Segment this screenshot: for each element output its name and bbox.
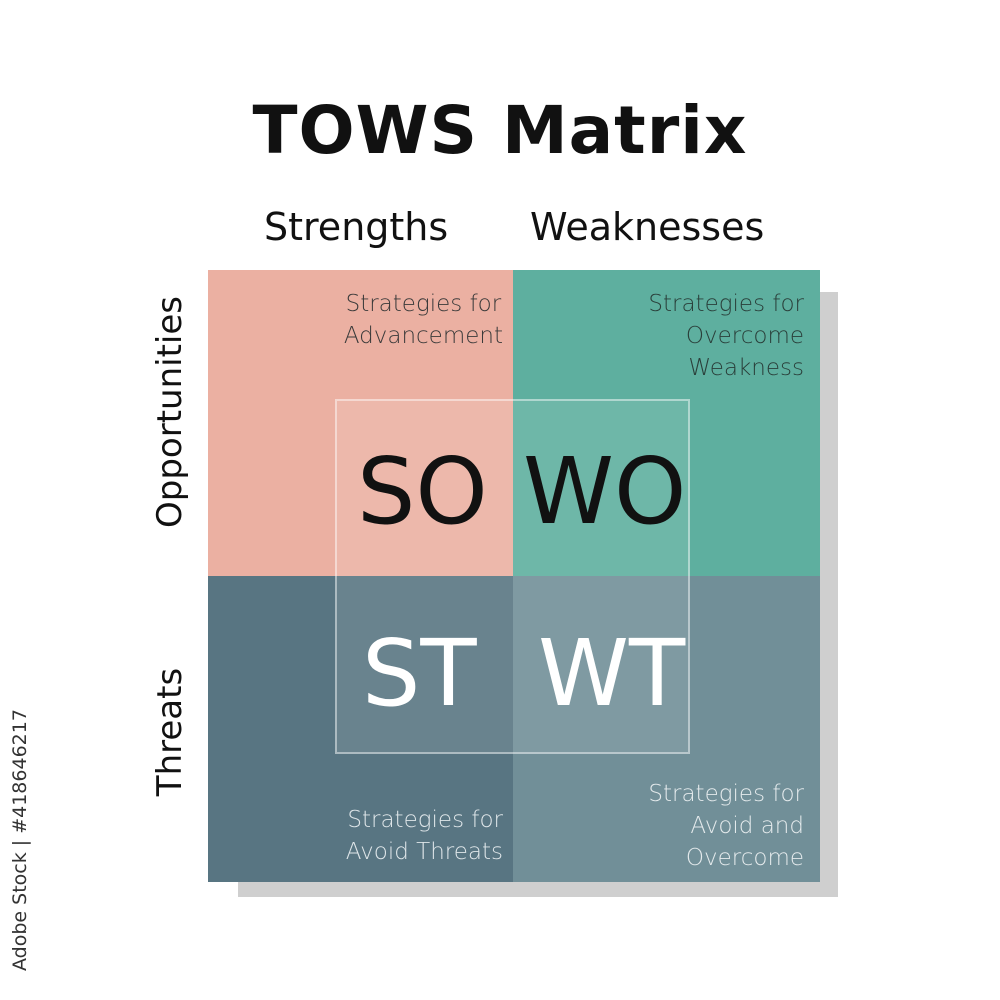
column-header-strengths: Strengths — [264, 205, 449, 249]
row-header-threats: Threats — [150, 667, 190, 797]
quadrant-st: Strategies for Avoid Threats — [208, 576, 513, 882]
quadrant-so: Strategies for Advancement — [208, 270, 513, 576]
column-header-weaknesses: Weaknesses — [530, 205, 765, 249]
quadrant-desc-line: Overcome — [685, 845, 804, 871]
row-header-opportunities: Opportunities — [150, 296, 190, 528]
diagram-title: TOWS Matrix — [252, 92, 748, 169]
stock-watermark: Adobe Stock | #418646217 — [9, 709, 31, 971]
quadrant-desc-line: Overcome — [685, 323, 804, 349]
quadrant-wo: Strategies for Overcome Weakness — [513, 270, 820, 576]
quadrant-wt: Strategies for Avoid and Overcome — [513, 576, 820, 882]
quadrant-desc-line: Strategies for — [347, 807, 503, 833]
quadrant-desc-line: Strategies for — [648, 781, 804, 807]
quadrant-desc-line: Avoid Threats — [345, 839, 503, 865]
quadrant-desc-line: Avoid and — [690, 813, 804, 839]
quadrant-desc-line: Advancement — [343, 323, 503, 349]
code-so: SO — [357, 438, 488, 545]
quadrant-desc-line: Strategies for — [648, 291, 804, 317]
quadrant-desc-line: Weakness — [688, 355, 804, 381]
quadrant-desc-line: Strategies for — [345, 291, 502, 317]
code-st: ST — [362, 620, 477, 727]
code-wt: WT — [538, 620, 686, 727]
center-frame — [335, 399, 690, 754]
code-wo: WO — [523, 438, 687, 545]
